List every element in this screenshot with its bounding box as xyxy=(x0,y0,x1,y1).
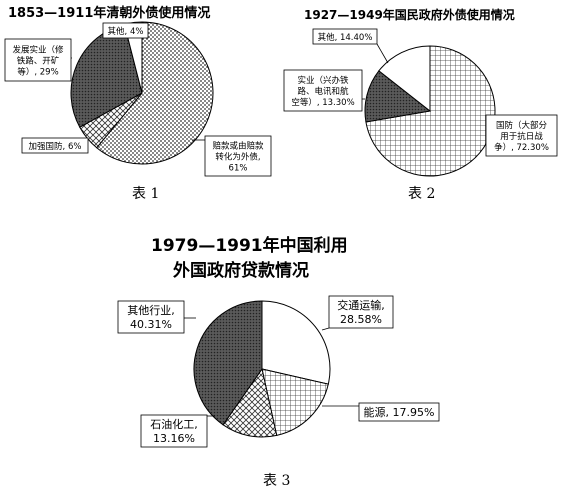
chart-2-label-box-2 xyxy=(283,69,363,112)
chart-3-data-label-3: 石油化工, 13.16% xyxy=(150,417,198,445)
chart-3-label-box-1 xyxy=(328,295,394,329)
chart-1-caption: 表 1 xyxy=(132,186,159,202)
chart-2-title: 1927—1949年国民政府外债使用情况 xyxy=(304,7,515,22)
chart-3-label-box-3 xyxy=(140,414,208,448)
chart-1-data-label-4: 其他, 4% xyxy=(108,26,144,37)
chart-3-title-line-2: 外国政府贷款情况 xyxy=(173,260,309,281)
chart-1-label-box-4 xyxy=(102,22,149,39)
chart-1-qing-foreign-debt: 1853—1911年清朝外债使用情况 赔款或由赔款转化为外债, 61% 加强国防, … xyxy=(4,5,272,202)
chart-2-slice-2 xyxy=(364,70,432,123)
chart-2-nationalist-foreign-debt: 1927—1949年国民政府外债使用情况 国防（大部分用于抗日战争）, 72.3… xyxy=(283,7,558,202)
chart-2-label-box-1 xyxy=(485,114,558,157)
chart-3-title-line-1: 1979—1991年中国利用 xyxy=(151,235,348,256)
chart-1-slice-1 xyxy=(96,21,214,165)
chart-2-label-box-3 xyxy=(312,28,378,45)
chart-3-label-box-2 xyxy=(358,402,440,422)
chart-3-caption: 表 3 xyxy=(263,473,290,489)
chart-1-pie xyxy=(70,21,214,165)
chart-2-pie xyxy=(364,45,496,177)
chart-2-data-label-1: 国防（大部分用于抗日战争）, 72.30% xyxy=(494,120,549,153)
chart-3-leader-1 xyxy=(321,327,330,331)
chart-2-leader-3 xyxy=(376,43,389,64)
chart-3-foreign-gov-loans: 1979—1991年中国利用 外国政府贷款情况 交通运输, 28.58% 能源, 1… xyxy=(117,235,440,489)
chart-1-data-label-1: 赔款或由赔款转化为外债, 61% xyxy=(212,140,264,173)
chart-2-labels: 国防（大部分用于抗日战争）, 72.30% 实业（兴办铁路、电讯和航空等）, 13… xyxy=(283,28,558,157)
chart-1-data-label-2: 加强国防, 6% xyxy=(29,141,82,152)
chart-1-label-box-3 xyxy=(4,38,72,82)
chart-1-label-box-1 xyxy=(204,135,272,177)
chart-1-labels: 赔款或由赔款转化为外债, 61% 加强国防, 6% 发展实业（修铁路、开矿等）, 29… xyxy=(4,22,272,177)
chart-2-caption: 表 2 xyxy=(408,186,435,202)
chart-1-title: 1853—1911年清朝外债使用情况 xyxy=(8,5,210,21)
chart-3-data-label-1: 交通运输, 28.58% xyxy=(337,298,385,326)
chart-3-slice-1 xyxy=(261,300,331,385)
chart-1-label-box-2 xyxy=(21,137,89,154)
chart-3-slice-2 xyxy=(261,368,329,436)
chart-1-data-label-3: 发展实业（修铁路、开矿等）, 29% xyxy=(12,44,64,77)
chart-3-data-label-4: 其他行业, 40.31% xyxy=(127,304,175,331)
chart-2-data-label-3: 其他, 14.40% xyxy=(318,32,373,43)
chart-3-slice-4 xyxy=(193,300,263,426)
chart-3-slice-3 xyxy=(222,367,278,438)
chart-3-labels: 交通运输, 28.58% 能源, 17.95% 石油化工, 13.16% 其他行业, 40.… xyxy=(117,295,440,448)
chart-3-pie xyxy=(193,300,331,438)
chart-3-label-box-4 xyxy=(117,300,185,334)
chart-2-data-label-2: 实业（兴办铁路、电讯和航空等）, 13.30% xyxy=(291,75,354,108)
chart-3-data-label-2: 能源, 17.95% xyxy=(364,405,435,419)
chart-2-slice-3 xyxy=(378,45,431,113)
